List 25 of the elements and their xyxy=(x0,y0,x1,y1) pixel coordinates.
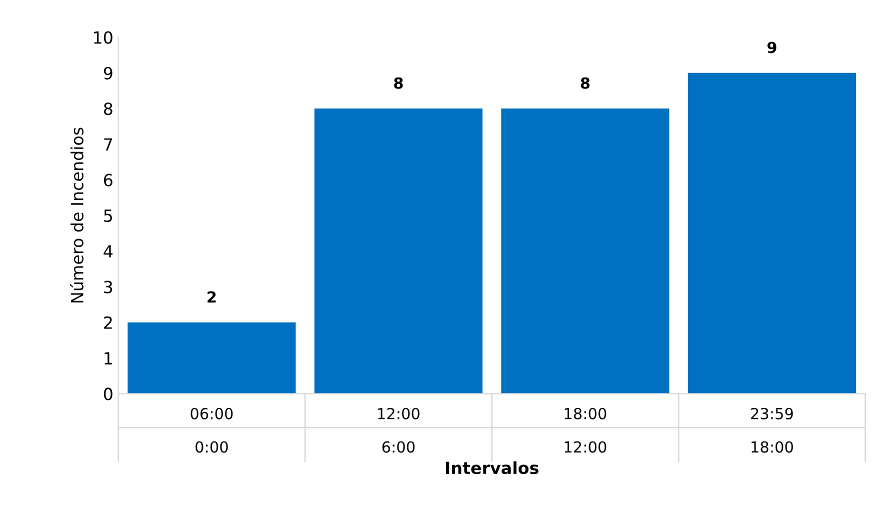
data-label: 9 xyxy=(767,42,776,54)
y-tick-label: 0 xyxy=(104,388,112,400)
y-tick-label: 2 xyxy=(104,316,112,329)
y-tick-label: 1 xyxy=(104,352,112,364)
category-label: 12:00 6:00 xyxy=(378,408,420,453)
bar xyxy=(688,72,856,394)
data-label: 8 xyxy=(580,77,590,89)
y-tick-label: 9 xyxy=(104,66,112,80)
y-tick-label: 3 xyxy=(104,280,112,294)
y-tick-label: 7 xyxy=(104,138,112,151)
data-label: 8 xyxy=(394,77,403,89)
y-tick-label: 10 xyxy=(94,31,112,44)
category-label: 06:00 0:00 xyxy=(190,408,233,453)
bar xyxy=(501,108,670,394)
y-tick-label: 5 xyxy=(104,210,112,222)
bar xyxy=(128,322,296,394)
bar xyxy=(314,108,482,394)
x-axis-title: Intervalos xyxy=(446,461,538,474)
y-tick-label: 4 xyxy=(104,245,113,258)
y-axis-title: Número de Incendios xyxy=(70,128,84,302)
y-tick-label: 8 xyxy=(104,102,112,116)
data-label: 2 xyxy=(208,291,216,303)
y-tick-label: 6 xyxy=(104,174,112,186)
category-label: 18:00 12:00 xyxy=(564,408,606,453)
category-label: 23:59 18:00 xyxy=(751,408,793,453)
